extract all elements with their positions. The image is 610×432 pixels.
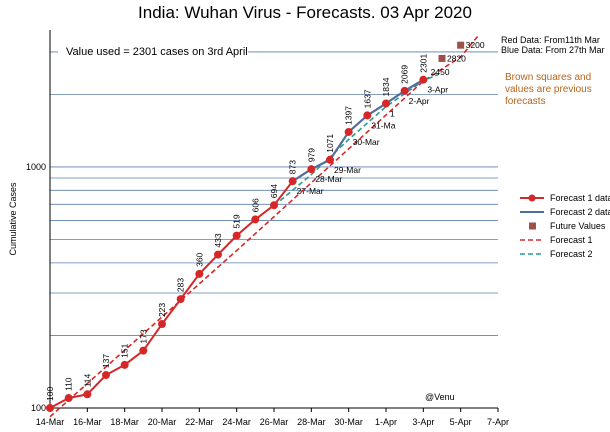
legend-forecast-1-label: Forecast 1 [550,235,593,245]
data-label: 873 [288,160,298,174]
data-point [83,390,92,399]
future-value-point [457,41,465,49]
x-tick-label: 24-Mar [222,417,251,427]
data-point [120,360,129,369]
data-label: 1637 [362,89,372,108]
data-point [326,155,334,164]
x-tick-label: 18-Mar [110,417,139,427]
future-value-label: 3200 [466,40,485,50]
x-tick-label: 26-Mar [260,417,289,427]
data-labels: 100 110 114 137 151 173 223 283 360 433 519 606 694 8… [45,40,485,401]
data-point [158,320,166,329]
author-credit: @Venu [425,392,455,402]
future-value-point [438,54,446,62]
legend-forecast-1-data-label: Forecast 1 data [550,193,610,203]
x-tick-label: 22-Mar [185,417,214,427]
data-label: 137 [101,354,111,368]
x-tick-label: 7-Apr [487,417,509,427]
x-tick-label: 1-Apr [375,417,397,427]
data-label: 1397 [344,106,354,125]
blue-data-note: Blue Data: From 27th Mar [501,45,605,55]
legend-future-values-label: Future Values [550,221,606,231]
red-data-note: Red Data: From11th Mar [501,35,600,45]
data-label: 1834 [381,77,391,96]
data-label: 114 [82,373,92,387]
data-label: 360 [194,252,204,266]
forecast-line-forecast-1 [49,33,480,418]
tick-labels: 14-Mar 16-Mar 18-Mar 20-Mar 22-Mar 24-Mar 26-M… [26,162,509,427]
legend-future-values-swatch [529,222,536,230]
data-point [344,127,353,136]
data-point [195,269,204,278]
x-tick-label: 30-Mar [334,417,363,427]
y-tick-label: 1000 [26,162,46,172]
data-label: 100 [45,387,55,401]
data-point [102,371,110,380]
data-point [419,75,428,84]
data-point [307,165,316,174]
date-annotation: 30-Mar [353,137,380,147]
forecast-line-forecast-2 [273,73,439,207]
chart-title: India: Wuhan Virus - Forecasts. 03 Apr 2… [138,3,472,22]
data-point [64,394,73,403]
data-label: 110 [64,377,74,391]
future-value-label: 2820 [447,53,466,63]
x-tick-label: 28-Mar [297,417,326,427]
y-tick-label: 100 [31,403,46,413]
series-layer [46,41,465,412]
date-annotation: 1 [390,108,395,118]
data-label: 979 [306,148,316,162]
data-label: 283 [176,278,186,292]
y-axis-label: Cumulative Cases [8,182,18,256]
data-point [382,99,390,108]
legend-forecast-1-data-marker [528,194,536,202]
date-annotation: 2-Apr [409,96,430,106]
forecast-value-label: 2450 [431,67,450,77]
gridlines [50,51,498,409]
brown-note-line3: forecasts [505,96,546,107]
data-point [46,404,54,412]
data-point [270,201,278,210]
data-label: 2069 [400,65,410,84]
date-annotation: 3-Apr [427,85,448,95]
value-used-box [58,38,248,62]
brown-note-line1: Brown squares and [505,72,591,83]
x-tick-label: 16-Mar [73,417,102,427]
data-point [176,295,185,304]
x-tick-label: 14-Mar [36,417,65,427]
date-annotation: 28-Mar [315,174,342,184]
data-label: 433 [213,233,223,247]
data-point [214,250,222,259]
data-label: 223 [157,303,167,317]
x-tick-label: 20-Mar [148,417,177,427]
data-point [232,231,241,240]
date-annotation: 27-Mar [297,186,324,196]
data-label: 606 [250,198,260,212]
data-label: 694 [269,184,279,198]
forecast-lines [49,33,480,418]
data-point [400,86,409,95]
x-tick-label: 3-Apr [412,417,434,427]
data-point [363,111,372,120]
legend-forecast-2-label: Forecast 2 [550,249,593,259]
data-label: 1071 [325,134,335,153]
legend-forecast-2-data-label: Forecast 2 data [550,207,610,217]
data-label: 173 [138,329,148,343]
data-point [251,215,260,224]
legend: Forecast 1 data Forecast 2 data Future Val… [520,193,610,259]
data-point [139,346,148,355]
date-annotation: 29-Mar [334,165,361,175]
data-label: 151 [120,343,130,357]
data-label: 519 [232,214,242,228]
data-point [288,177,297,186]
annotations: Value used = 2301 cases on 3rd April Red… [58,35,605,402]
data-label: 2301 [418,54,428,73]
brown-note-line2: values are previous [505,84,592,95]
x-tick-label: 5-Apr [450,417,472,427]
value-used-note: Value used = 2301 cases on 3rd April [66,46,248,58]
date-annotation: 31-Ma [371,120,395,130]
